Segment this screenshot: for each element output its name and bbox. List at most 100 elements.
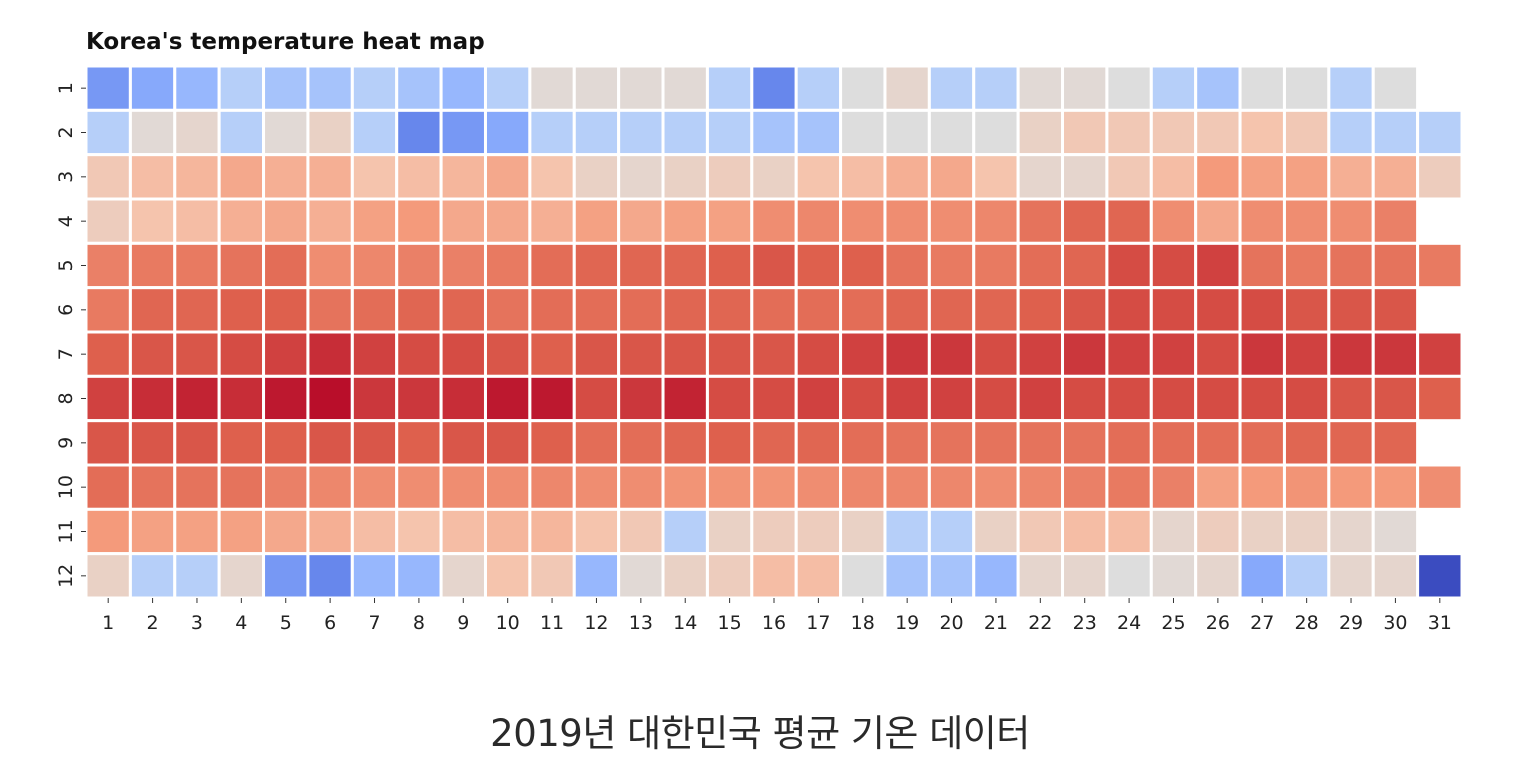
heatmap-cell [883,507,931,556]
heatmap-cell [572,330,621,378]
heatmap-cell [1238,507,1286,556]
heatmap-cell [883,374,931,423]
heatmap-cell [128,419,177,467]
heatmap-cell [661,153,709,201]
y-tick-label: 1 [55,82,77,94]
heatmap-cell [1238,197,1286,245]
heatmap-cell [661,286,709,334]
heatmap-cell [483,241,532,290]
heatmap-cell [1238,419,1286,467]
heatmap-cell [350,374,399,423]
heatmap-cell [883,330,931,378]
heatmap-cell [395,374,443,423]
heatmap-cell [1149,552,1198,600]
heatmap-cell [750,419,798,467]
heatmap-cell [1327,463,1375,511]
heatmap-cell [128,64,177,112]
heatmap-cell [972,153,1020,201]
heatmap-cell [1016,463,1065,511]
heatmap-cell [128,241,177,290]
heatmap-cell [972,419,1020,467]
heatmap-cell [1371,241,1420,290]
heatmap-cell [1194,286,1242,334]
heatmap-cell [483,463,532,511]
heatmap-cell [262,153,310,201]
heatmap-cell [262,108,310,157]
heatmap-cell [1194,374,1242,423]
caption: 2019년 대한민국 평균 기온 데이터 [490,712,1030,755]
heatmap-cell [306,64,354,112]
heatmap-cell [1194,419,1242,467]
heatmap-cell [1327,286,1375,334]
y-tick-label: 5 [55,259,77,271]
y-tick-label: 2 [55,126,77,138]
heatmap-cell [927,197,976,245]
heatmap-cell [972,330,1020,378]
heatmap-cell [1016,286,1065,334]
heatmap-cell [705,64,754,112]
heatmap-cell [883,241,931,290]
heatmap-cell [395,197,443,245]
heatmap-cell [1016,197,1065,245]
heatmap-cell [750,552,798,600]
heatmap-cell [306,463,354,511]
heatmap-cell [1105,463,1153,511]
heatmap-cell [1282,108,1331,157]
heatmap-cell [1149,108,1198,157]
heatmap-cell [306,286,354,334]
heatmap-cell [927,64,976,112]
x-tick-label: 24 [1117,612,1141,634]
heatmap-cell [839,241,887,290]
heatmap-cell [839,108,887,157]
heatmap-cell [1194,507,1242,556]
heatmap-cell [1371,463,1420,511]
heatmap-cell [173,153,221,201]
heatmap-cell [84,463,132,511]
heatmap-cell [483,108,532,157]
x-tick-label: 22 [1028,612,1052,634]
heatmap-cell [705,463,754,511]
heatmap-cell [483,286,532,334]
heatmap-cell [1238,286,1286,334]
heatmap-cell [839,153,887,201]
heatmap-cell [1238,463,1286,511]
heatmap-cell [439,330,487,378]
heatmap-cell [483,64,532,112]
heatmap-cell [750,286,798,334]
heatmap-cell [1327,153,1375,201]
heatmap-cell [794,153,843,201]
heatmap-cell [350,108,399,157]
heatmap-cell [306,507,354,556]
heatmap-cell [439,507,487,556]
y-tick-label: 10 [55,475,77,499]
heatmap-cell [1016,419,1065,467]
heatmap-cell [927,419,976,467]
heatmap-cell [750,241,798,290]
heatmap-cell [661,419,709,467]
heatmap-cell [661,108,709,157]
heatmap-cell [262,419,310,467]
heatmap-cell [1149,463,1198,511]
heatmap-cell [84,507,132,556]
y-tick-label: 12 [55,564,77,588]
chart-title: Korea's temperature heat map [86,29,485,55]
heatmap-cell [617,108,665,157]
x-tick-label: 13 [629,612,653,634]
x-tick-label: 11 [540,612,564,634]
heatmap-cell [1016,153,1065,201]
heatmap-cell [1371,507,1420,556]
heatmap-cell [794,286,843,334]
heatmap-cell [617,552,665,600]
x-tick-label: 29 [1339,612,1363,634]
heatmap-cell [572,64,621,112]
heatmap-cell [1016,64,1065,112]
heatmap-cell [794,463,843,511]
heatmap-cell [1238,153,1286,201]
heatmap-cell [1416,153,1464,201]
heatmap-cell [395,241,443,290]
heatmap-cell [1149,197,1198,245]
heatmap-cell [572,552,621,600]
heatmap-cell [262,463,310,511]
heatmap-cell [306,374,354,423]
heatmap-cell [1105,108,1153,157]
